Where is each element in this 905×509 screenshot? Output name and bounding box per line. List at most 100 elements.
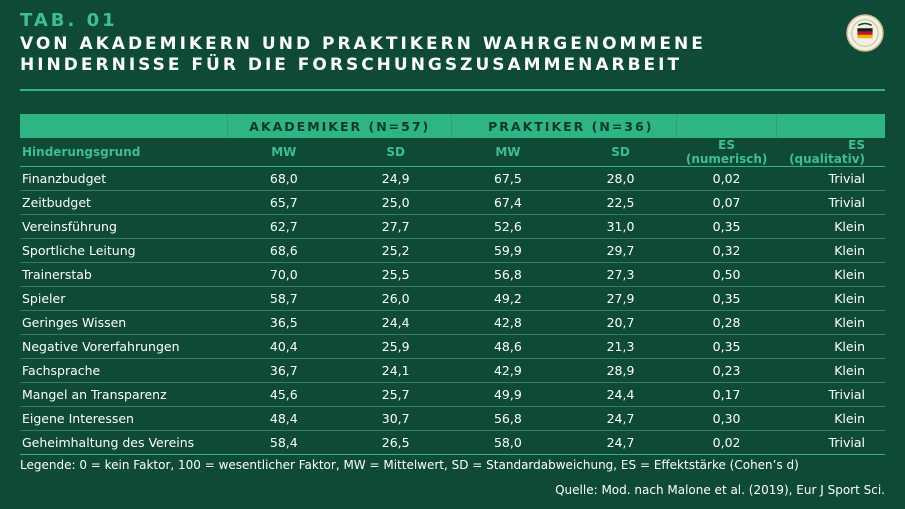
table-cell: 58,7 [227,286,340,311]
row-label: Geheimhaltung des Vereins [20,430,228,455]
table-cell: 24,7 [564,430,677,455]
table-cell: 36,5 [227,310,340,335]
table-row: Zeitbudget 65,7 25,0 67,4 22,5 0,07 Trivial [20,190,885,215]
table-cell: Klein [776,334,885,359]
table-cell: 58,4 [227,430,340,455]
table-cell: 28,9 [564,358,677,383]
table-cell: 26,5 [339,430,452,455]
table-row: Spieler 58,7 26,0 49,2 27,9 0,35 Klein [20,286,885,311]
column-header: ES (qualitativ) [776,138,885,167]
table-cell: 25,0 [339,190,452,215]
column-header: MW [227,138,340,167]
table-cell: 42,8 [451,310,565,335]
table-cell: 20,7 [564,310,677,335]
table-cell: 68,6 [227,238,340,263]
row-label: Zeitbudget [20,190,228,215]
table-body: Finanzbudget 68,0 24,9 67,5 28,0 0,02 Trivial Z… [20,166,885,455]
table-cell: Klein [776,406,885,431]
table-cell: 67,4 [451,190,565,215]
source-note: Quelle: Mod. nach Malone et al. (2019), … [555,483,885,497]
table-cell: Trivial [776,430,885,455]
table-cell: Klein [776,238,885,263]
table-cell: 56,8 [451,262,565,287]
page-title: VON AKADEMIKERN UND PRAKTIKERN WAHRGENOM… [20,34,706,76]
table-cell: 67,5 [451,166,565,191]
table-cell: 40,4 [227,334,340,359]
group-header-praktiker: PRAKTIKER (N=36) [451,114,678,138]
table-cell: Klein [776,214,885,239]
table-cell: 26,0 [339,286,452,311]
table-cell: 21,3 [564,334,677,359]
table-row: Finanzbudget 68,0 24,9 67,5 28,0 0,02 Trivial [20,166,885,191]
table-cell: Trivial [776,166,885,191]
table-row: Trainerstab 70,0 25,5 56,8 27,3 0,50 Klein [20,262,885,287]
title-line-2: HINDERNISSE FÜR DIE FORSCHUNGSZUSAMMENAR… [20,55,683,75]
group-header-empty [776,114,885,138]
table-cell: 65,7 [227,190,340,215]
table-cell: 0,32 [676,238,777,263]
row-label: Spieler [20,286,228,311]
table-cell: 31,0 [564,214,677,239]
table-cell: 36,7 [227,358,340,383]
column-header: Hinderungsgrund [20,138,228,167]
table-cell: Klein [776,358,885,383]
table-cell: 48,4 [227,406,340,431]
column-header-row: Hinderungsgrund MW SD MW SD ES (numerisc… [20,138,885,167]
table-cell: 56,8 [451,406,565,431]
table-cell: Trivial [776,382,885,407]
table-cell: 22,5 [564,190,677,215]
table-cell: 0,35 [676,334,777,359]
table-cell: 29,7 [564,238,677,263]
row-label: Negative Vorerfahrungen [20,334,228,359]
table-cell: 0,30 [676,406,777,431]
table-row: Fachsprache 36,7 24,1 42,9 28,9 0,23 Klein [20,358,885,383]
table-cell: 27,9 [564,286,677,311]
row-label: Fachsprache [20,358,228,383]
table-row: Geringes Wissen 36,5 24,4 42,8 20,7 0,28 Klein [20,310,885,335]
table-cell: 24,9 [339,166,452,191]
table-cell: 45,6 [227,382,340,407]
data-table: AKADEMIKER (N=57) PRAKTIKER (N=36) Hinde… [20,114,885,455]
table-cell: 58,0 [451,430,565,455]
table-cell: 25,7 [339,382,452,407]
column-header: MW [451,138,565,167]
table-cell: Klein [776,310,885,335]
table-cell: 59,9 [451,238,565,263]
table-cell: 68,0 [227,166,340,191]
table-cell: 52,6 [451,214,565,239]
table-row: Mangel an Transparenz 45,6 25,7 49,9 24,4 0,1… [20,382,885,407]
table-cell: 24,1 [339,358,452,383]
column-header: SD [564,138,677,167]
group-header-row: AKADEMIKER (N=57) PRAKTIKER (N=36) [20,114,885,138]
row-label: Trainerstab [20,262,228,287]
table-cell: Trivial [776,190,885,215]
table-cell: 28,0 [564,166,677,191]
table-cell: 0,50 [676,262,777,287]
table-row: Sportliche Leitung 68,6 25,2 59,9 29,7 0,32 Kl… [20,238,885,263]
table-cell: 0,28 [676,310,777,335]
group-header-akademiker: AKADEMIKER (N=57) [227,114,453,138]
table-cell: 30,7 [339,406,452,431]
table-row: Geheimhaltung des Vereins 58,4 26,5 58,0 24,… [20,430,885,455]
table-cell: 42,9 [451,358,565,383]
table-cell: 25,2 [339,238,452,263]
table-cell: 49,2 [451,286,565,311]
table-cell: 49,9 [451,382,565,407]
row-label: Geringes Wissen [20,310,228,335]
table-cell: 0,02 [676,166,777,191]
table-cell: 48,6 [451,334,565,359]
row-label: Sportliche Leitung [20,238,228,263]
table-cell: 0,02 [676,430,777,455]
table-row: Vereinsführung 62,7 27,7 52,6 31,0 0,35 Klein [20,214,885,239]
table-cell: 24,4 [339,310,452,335]
table-cell: 0,23 [676,358,777,383]
table-cell: Klein [776,262,885,287]
table-cell: 0,35 [676,214,777,239]
table-cell: 70,0 [227,262,340,287]
table-cell: 24,4 [564,382,677,407]
column-header: ES (numerisch) [676,138,777,167]
table-cell: 25,9 [339,334,452,359]
row-label: Mangel an Transparenz [20,382,228,407]
table-cell: 24,7 [564,406,677,431]
table-cell: 0,35 [676,286,777,311]
